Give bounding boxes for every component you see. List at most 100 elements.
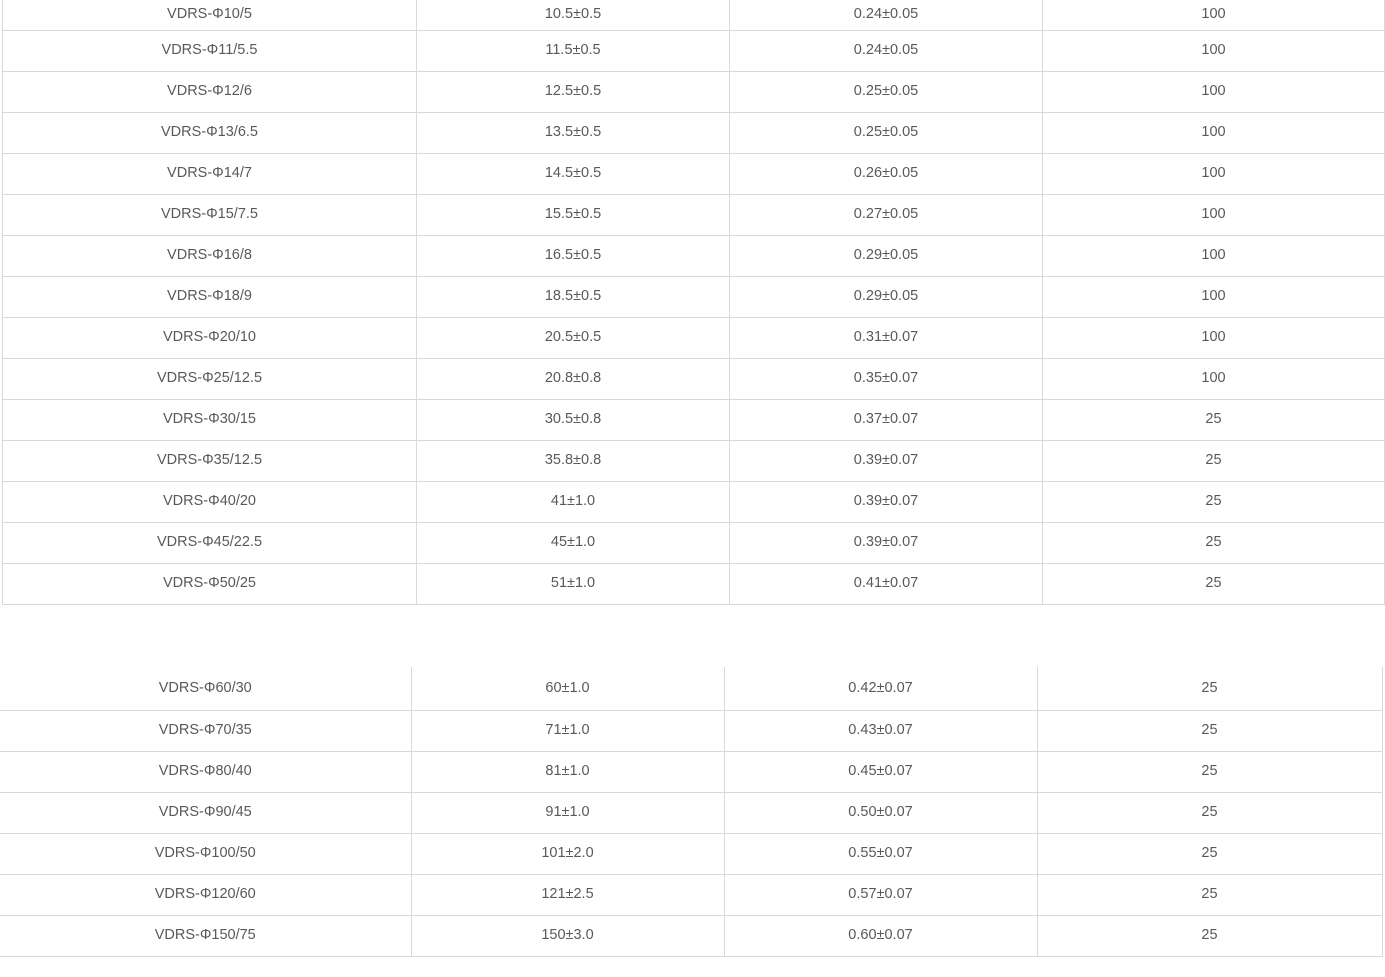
table-row: VDRS-Φ10/5 10.5±0.5 0.24±0.05 100 <box>2 0 1385 31</box>
cell-diameter: 60±1.0 <box>411 667 725 711</box>
cell-diameter: 18.5±0.5 <box>416 276 730 318</box>
cell-length: 100 <box>1042 276 1385 318</box>
cell-model: VDRS-Φ25/12.5 <box>2 358 417 400</box>
spec-table-upper-body: VDRS-Φ10/5 10.5±0.5 0.24±0.05 100 VDRS-Φ11/5… <box>2 0 1385 605</box>
cell-model: VDRS-Φ60/30 <box>0 667 412 711</box>
cell-diameter: 16.5±0.5 <box>416 235 730 277</box>
cell-diameter: 91±1.0 <box>411 792 725 834</box>
cell-thickness: 0.50±0.07 <box>724 792 1038 834</box>
cell-thickness: 0.37±0.07 <box>729 399 1043 441</box>
cell-thickness: 0.39±0.07 <box>729 481 1043 523</box>
cell-thickness: 0.29±0.05 <box>729 235 1043 277</box>
cell-diameter: 20.5±0.5 <box>416 317 730 359</box>
cell-model: VDRS-Φ11/5.5 <box>2 30 417 72</box>
cell-diameter: 41±1.0 <box>416 481 730 523</box>
table-row: VDRS-Φ35/12.5 35.8±0.8 0.39±0.07 25 <box>2 440 1385 482</box>
cell-thickness: 0.35±0.07 <box>729 358 1043 400</box>
cell-model: VDRS-Φ14/7 <box>2 153 417 195</box>
cell-length: 100 <box>1042 317 1385 359</box>
cell-length: 25 <box>1037 874 1383 916</box>
cell-model: VDRS-Φ150/75 <box>0 915 412 957</box>
table-row: VDRS-Φ30/15 30.5±0.8 0.37±0.07 25 <box>2 399 1385 441</box>
cell-diameter: 51±1.0 <box>416 563 730 605</box>
table-row: VDRS-Φ15/7.5 15.5±0.5 0.27±0.05 100 <box>2 194 1385 236</box>
cell-diameter: 45±1.0 <box>416 522 730 564</box>
cell-model: VDRS-Φ120/60 <box>0 874 412 916</box>
cell-thickness: 0.57±0.07 <box>724 874 1038 916</box>
table-row: VDRS-Φ90/45 91±1.0 0.50±0.07 25 <box>0 792 1383 834</box>
cell-length: 100 <box>1042 30 1385 72</box>
cell-model: VDRS-Φ50/25 <box>2 563 417 605</box>
cell-length: 25 <box>1037 792 1383 834</box>
cell-model: VDRS-Φ30/15 <box>2 399 417 441</box>
table-row: VDRS-Φ18/9 18.5±0.5 0.29±0.05 100 <box>2 276 1385 318</box>
cell-thickness: 0.39±0.07 <box>729 522 1043 564</box>
cell-diameter: 35.8±0.8 <box>416 440 730 482</box>
table-row: VDRS-Φ100/50 101±2.0 0.55±0.07 25 <box>0 833 1383 875</box>
table-row: VDRS-Φ12/6 12.5±0.5 0.25±0.05 100 <box>2 71 1385 113</box>
cell-length: 25 <box>1037 833 1383 875</box>
cell-thickness: 0.60±0.07 <box>724 915 1038 957</box>
cell-model: VDRS-Φ10/5 <box>2 0 417 31</box>
table-row: VDRS-Φ11/5.5 11.5±0.5 0.24±0.05 100 <box>2 30 1385 72</box>
cell-thickness: 0.45±0.07 <box>724 751 1038 793</box>
cell-thickness: 0.55±0.07 <box>724 833 1038 875</box>
table-row: VDRS-Φ45/22.5 45±1.0 0.39±0.07 25 <box>2 522 1385 564</box>
cell-diameter: 11.5±0.5 <box>416 30 730 72</box>
cell-thickness: 0.24±0.05 <box>729 0 1043 31</box>
cell-thickness: 0.42±0.07 <box>724 667 1038 711</box>
cell-model: VDRS-Φ13/6.5 <box>2 112 417 154</box>
table-row: VDRS-Φ14/7 14.5±0.5 0.26±0.05 100 <box>2 153 1385 195</box>
cell-model: VDRS-Φ80/40 <box>0 751 412 793</box>
cell-length: 100 <box>1042 71 1385 113</box>
cell-model: VDRS-Φ20/10 <box>2 317 417 359</box>
cell-diameter: 81±1.0 <box>411 751 725 793</box>
cell-model: VDRS-Φ90/45 <box>0 792 412 834</box>
cell-length: 25 <box>1042 522 1385 564</box>
cell-diameter: 12.5±0.5 <box>416 71 730 113</box>
spec-table-lower-body: VDRS-Φ60/30 60±1.0 0.42±0.07 25 VDRS-Φ70/35 7… <box>0 667 1383 957</box>
cell-length: 25 <box>1042 399 1385 441</box>
cell-thickness: 0.25±0.05 <box>729 112 1043 154</box>
cell-thickness: 0.25±0.05 <box>729 71 1043 113</box>
cell-model: VDRS-Φ15/7.5 <box>2 194 417 236</box>
cell-diameter: 20.8±0.8 <box>416 358 730 400</box>
cell-diameter: 101±2.0 <box>411 833 725 875</box>
table-row: VDRS-Φ70/35 71±1.0 0.43±0.07 25 <box>0 710 1383 752</box>
spec-table-upper-segment: VDRS-Φ10/5 10.5±0.5 0.24±0.05 100 VDRS-Φ11/5… <box>2 0 1385 605</box>
cell-length: 25 <box>1037 667 1383 711</box>
cell-length: 100 <box>1042 235 1385 277</box>
table-row: VDRS-Φ25/12.5 20.8±0.8 0.35±0.07 100 <box>2 358 1385 400</box>
table-row: VDRS-Φ150/75 150±3.0 0.60±0.07 25 <box>0 915 1383 957</box>
cell-thickness: 0.29±0.05 <box>729 276 1043 318</box>
table-row: VDRS-Φ60/30 60±1.0 0.42±0.07 25 <box>0 667 1383 711</box>
cell-model: VDRS-Φ12/6 <box>2 71 417 113</box>
cell-thickness: 0.39±0.07 <box>729 440 1043 482</box>
table-row: VDRS-Φ16/8 16.5±0.5 0.29±0.05 100 <box>2 235 1385 277</box>
cell-diameter: 14.5±0.5 <box>416 153 730 195</box>
cell-thickness: 0.26±0.05 <box>729 153 1043 195</box>
cell-model: VDRS-Φ45/22.5 <box>2 522 417 564</box>
table-row: VDRS-Φ40/20 41±1.0 0.39±0.07 25 <box>2 481 1385 523</box>
cell-length: 25 <box>1042 563 1385 605</box>
cell-diameter: 13.5±0.5 <box>416 112 730 154</box>
table-row: VDRS-Φ120/60 121±2.5 0.57±0.07 25 <box>0 874 1383 916</box>
cell-model: VDRS-Φ16/8 <box>2 235 417 277</box>
cell-length: 25 <box>1037 710 1383 752</box>
cell-length: 25 <box>1042 440 1385 482</box>
table-row: VDRS-Φ20/10 20.5±0.5 0.31±0.07 100 <box>2 317 1385 359</box>
cell-diameter: 10.5±0.5 <box>416 0 730 31</box>
table-row: VDRS-Φ13/6.5 13.5±0.5 0.25±0.05 100 <box>2 112 1385 154</box>
cell-diameter: 15.5±0.5 <box>416 194 730 236</box>
cell-length: 25 <box>1037 751 1383 793</box>
cell-length: 100 <box>1042 194 1385 236</box>
cell-model: VDRS-Φ100/50 <box>0 833 412 875</box>
table-row: VDRS-Φ50/25 51±1.0 0.41±0.07 25 <box>2 563 1385 605</box>
table-row: VDRS-Φ80/40 81±1.0 0.45±0.07 25 <box>0 751 1383 793</box>
cell-diameter: 121±2.5 <box>411 874 725 916</box>
cell-thickness: 0.41±0.07 <box>729 563 1043 605</box>
cell-diameter: 150±3.0 <box>411 915 725 957</box>
cell-length: 100 <box>1042 153 1385 195</box>
cell-thickness: 0.43±0.07 <box>724 710 1038 752</box>
